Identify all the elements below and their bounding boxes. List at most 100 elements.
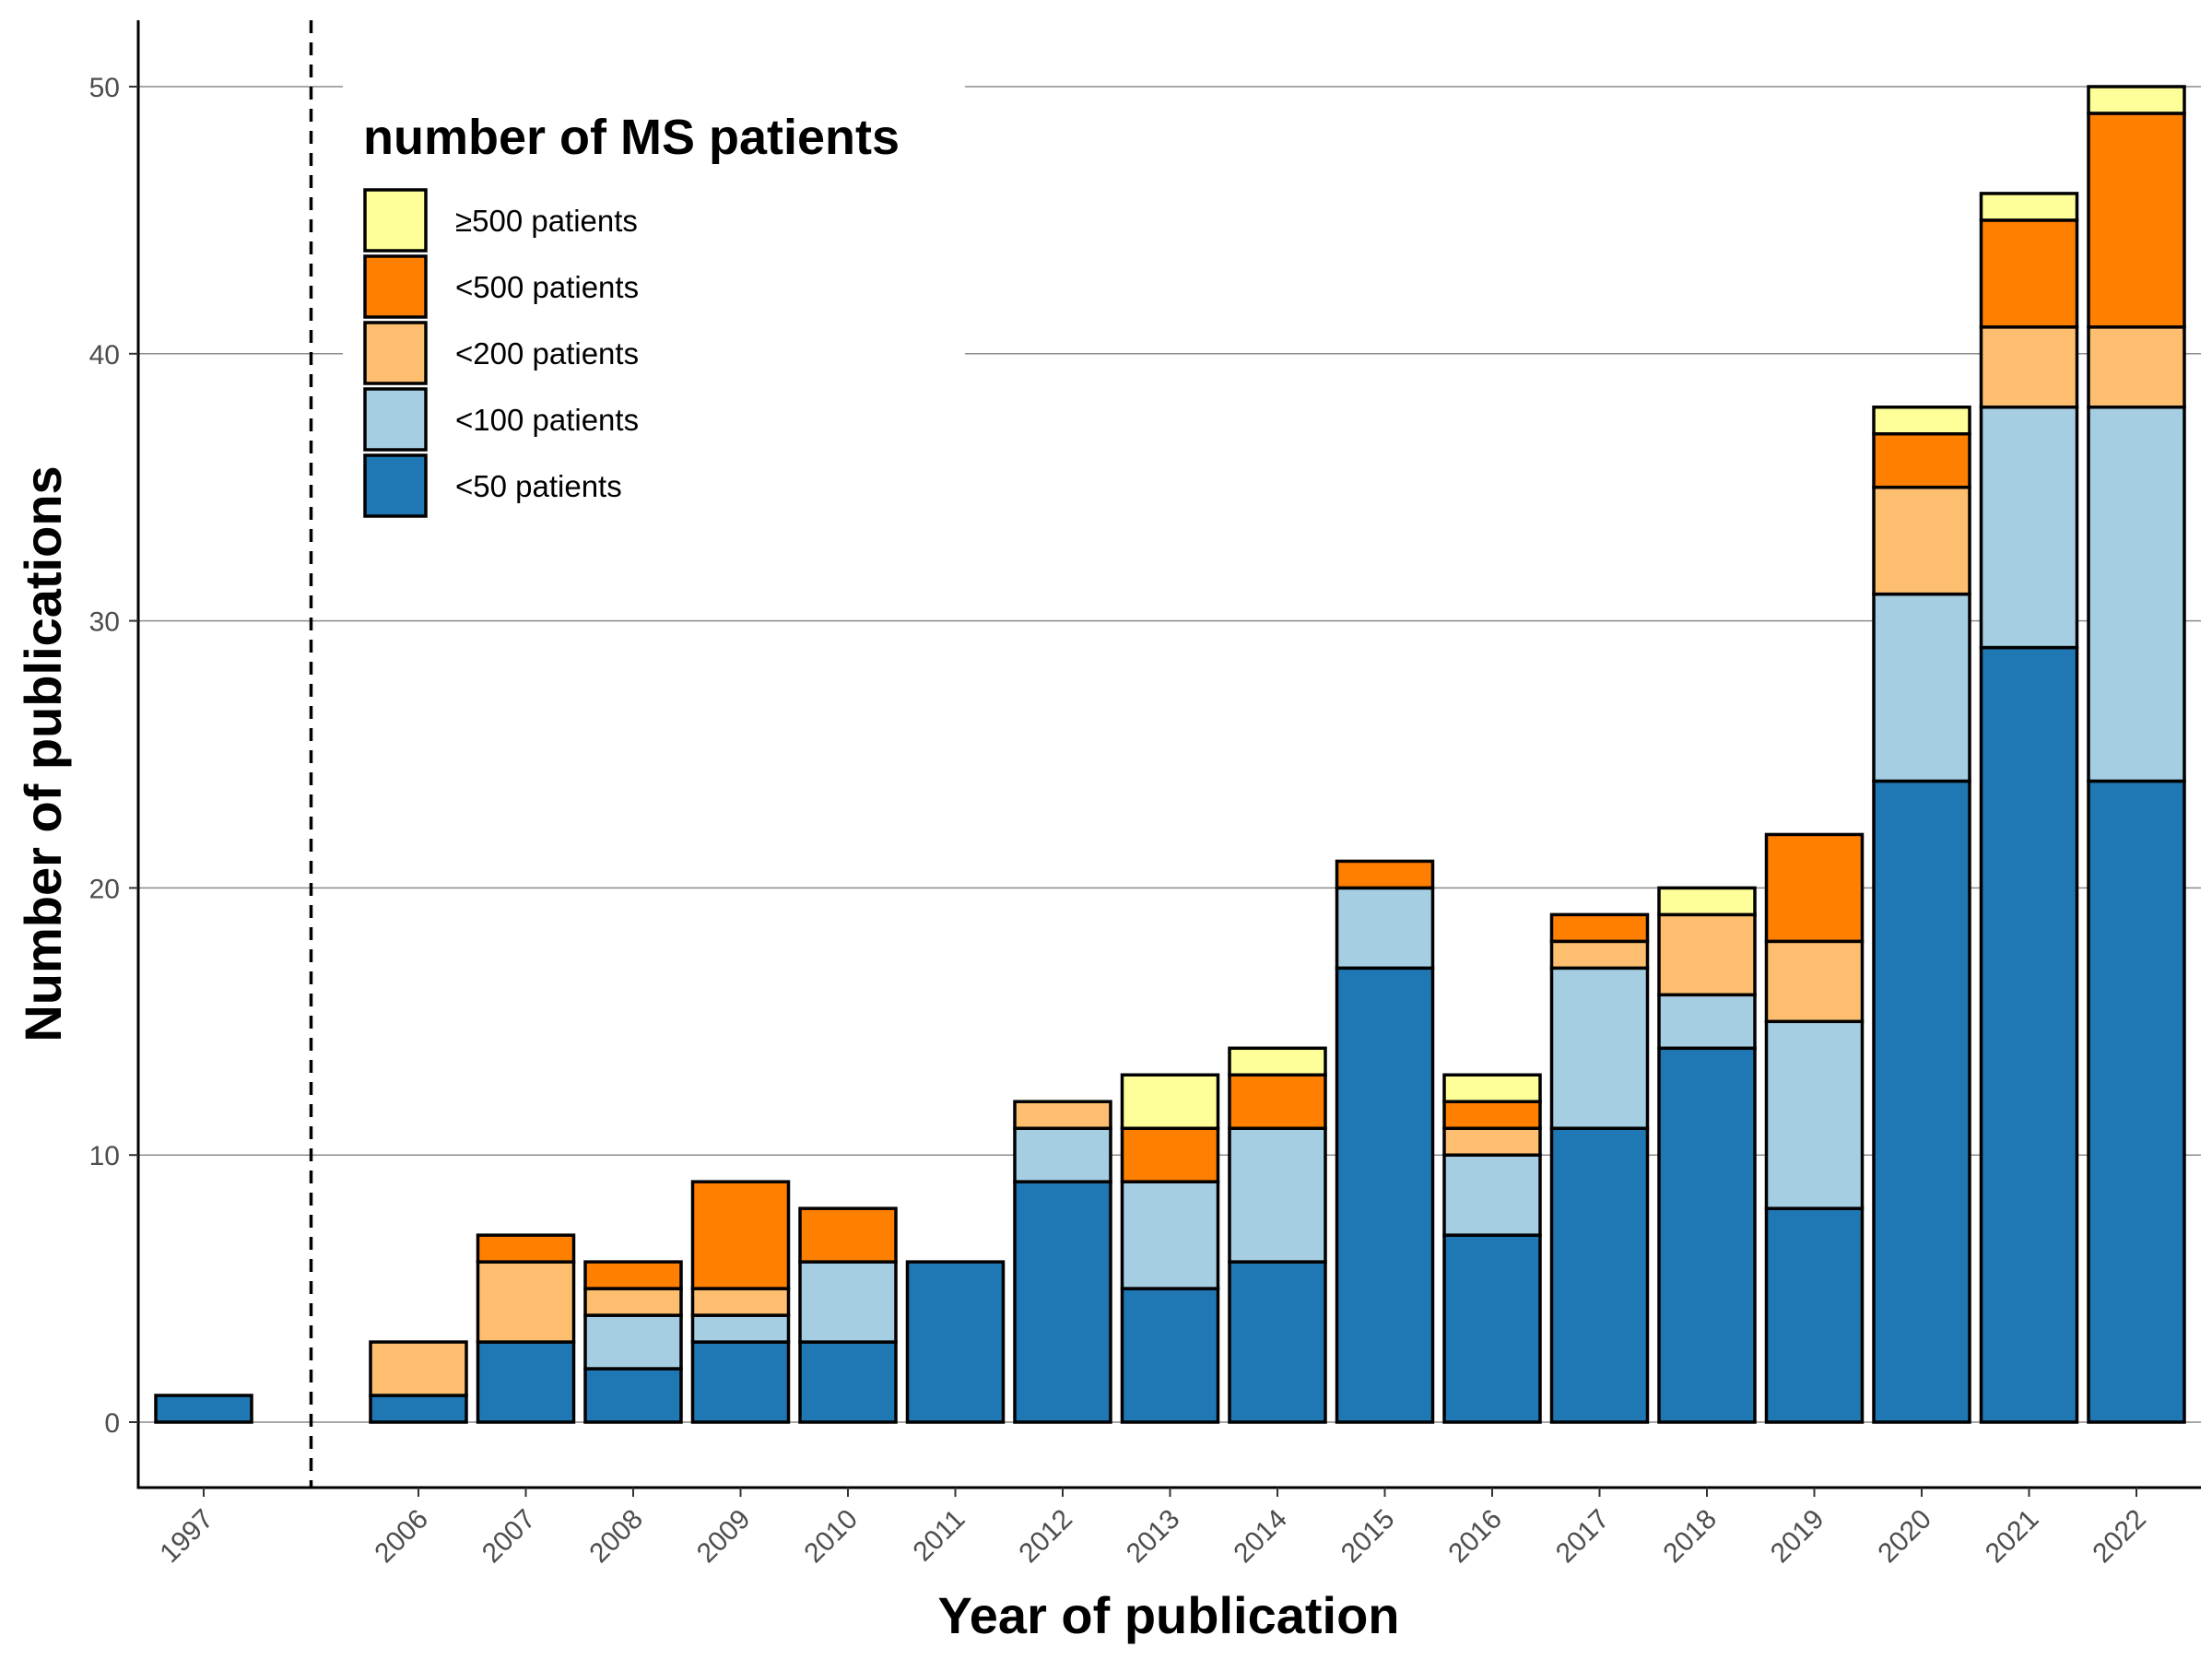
bar-segment-2010-500patients (798, 1206, 898, 1264)
x-tick-label: 2014 (1228, 1504, 1293, 1570)
legend-label: <50 patients (455, 469, 622, 503)
bar-segment-2022-500patients (2087, 85, 2186, 115)
bar-segment-2014-500patients (1228, 1073, 1327, 1130)
bar-segment-2019-200patients (1764, 939, 1865, 1024)
legend-key (363, 254, 428, 319)
bar-segment-2008-500patients (583, 1260, 683, 1290)
bar-segment-2016-500patients (1442, 1100, 1542, 1130)
bar-segment-2017-100patients (1549, 966, 1650, 1130)
bar-segment-2007-200patients (476, 1260, 576, 1344)
y-tick-label: 50 (89, 73, 120, 103)
bar-segment-2009-100patients (690, 1313, 791, 1344)
bar-segment-2016-200patients (1442, 1126, 1542, 1157)
legend-label: <100 patients (455, 403, 639, 437)
bar-segment-2017-200patients (1549, 939, 1650, 971)
y-axis-title: Number of publications (14, 465, 72, 1041)
legend-background (343, 74, 965, 553)
legend-label: <200 patients (455, 336, 639, 371)
bar-segment-2021-500patients (1979, 192, 2079, 222)
x-tick-label: 2007 (477, 1504, 542, 1570)
x-tick-label: 2008 (583, 1504, 649, 1570)
bar-segment-2013-50patients (1120, 1287, 1220, 1424)
y-tick-label: 0 (104, 1408, 120, 1439)
bar-segment-2020-200patients (1872, 485, 1971, 596)
x-tick-label: 2019 (1765, 1504, 1830, 1570)
bar-segment-2022-500patients (2087, 112, 2186, 329)
bar-segment-2009-50patients (690, 1340, 791, 1424)
x-tick-label: 1997 (154, 1504, 219, 1570)
bar-segment-2017-500patients (1549, 912, 1650, 944)
bar-segment-2016-50patients (1442, 1233, 1542, 1424)
x-tick-label: 2016 (1442, 1504, 1508, 1570)
x-tick-label: 2013 (1121, 1504, 1186, 1570)
bar-segment-2022-50patients (2087, 779, 2186, 1424)
x-tick-label: 2017 (1550, 1504, 1616, 1570)
bar-segment-2010-100patients (798, 1260, 898, 1344)
legend-label: ≥500 patients (455, 204, 638, 238)
x-tick-label: 2018 (1657, 1504, 1723, 1570)
bar-segment-2008-100patients (583, 1313, 683, 1371)
bar-segment-2018-500patients (1657, 886, 1757, 917)
bar-segment-2013-500patients (1120, 1126, 1220, 1183)
bar-segment-2012-100patients (1013, 1126, 1112, 1183)
bar-segment-2006-50patients (369, 1394, 468, 1424)
bar-segment-2007-50patients (476, 1340, 576, 1424)
bar-segment-2016-500patients (1442, 1073, 1542, 1103)
bar-segment-2010-50patients (798, 1340, 898, 1424)
x-tick-label: 2011 (907, 1504, 971, 1568)
bar-segment-2015-100patients (1335, 886, 1435, 971)
bar-segment-2013-500patients (1120, 1073, 1220, 1130)
bar-segment-2014-500patients (1228, 1046, 1327, 1077)
bar-segment-2020-50patients (1872, 779, 1971, 1424)
bar-segment-2021-100patients (1979, 406, 2079, 650)
bar-segment-2019-50patients (1764, 1206, 1865, 1424)
bar-segment-2017-50patients (1549, 1126, 1650, 1424)
x-tick-label: 2015 (1335, 1504, 1401, 1570)
legend-key (363, 321, 428, 385)
bar-segment-1997-50patients (154, 1394, 253, 1424)
bar-segment-2016-100patients (1442, 1153, 1542, 1237)
bar-segment-2018-200patients (1657, 912, 1757, 997)
legend-key (363, 188, 428, 253)
bar-segment-2019-500patients (1764, 832, 1865, 944)
bar-segment-2014-100patients (1228, 1126, 1327, 1264)
bar-segment-2007-500patients (476, 1233, 576, 1264)
bar-segment-2008-50patients (583, 1367, 683, 1424)
y-tick-label: 40 (89, 340, 120, 371)
bar-segment-2020-100patients (1872, 592, 1971, 783)
x-tick-label: 2022 (2087, 1504, 2152, 1570)
bar-segment-2006-200patients (369, 1340, 468, 1397)
bar-segment-2022-100patients (2087, 406, 2186, 783)
bar-segment-2021-500patients (1979, 218, 2079, 329)
x-tick-label: 2009 (691, 1504, 757, 1570)
bars (154, 85, 2186, 1424)
bar-segment-2014-50patients (1228, 1260, 1327, 1424)
bar-segment-2011-50patients (905, 1260, 1006, 1424)
y-tick-label: 10 (89, 1141, 120, 1171)
x-tick-label: 2012 (1013, 1504, 1078, 1570)
bar-segment-2018-50patients (1657, 1046, 1757, 1424)
x-tick-label: 2021 (1980, 1504, 2045, 1570)
bar-segment-2012-200patients (1013, 1100, 1112, 1130)
bar-segment-2015-50patients (1335, 966, 1435, 1424)
bar-segment-2008-200patients (583, 1287, 683, 1317)
legend: number of MS patients ≥500 patients <500 … (363, 110, 900, 518)
bar-segment-2022-200patients (2087, 325, 2186, 409)
bar-segment-2009-200patients (690, 1287, 791, 1317)
bar-segment-2012-50patients (1013, 1180, 1112, 1424)
legend-key (363, 387, 428, 452)
legend-key (363, 453, 428, 518)
bar-segment-2019-100patients (1764, 1019, 1865, 1210)
legend-label: <500 patients (455, 270, 639, 304)
x-tick-label: 2006 (369, 1504, 434, 1570)
legend-title: number of MS patients (363, 110, 900, 165)
x-tick-label: 2010 (798, 1504, 864, 1570)
legend-box (343, 74, 965, 553)
bar-segment-2015-500patients (1335, 859, 1435, 890)
y-tick-label: 20 (89, 874, 120, 904)
x-axis-title: Year of publication (938, 1586, 1400, 1644)
bar-segment-2013-100patients (1120, 1180, 1220, 1290)
y-tick-label: 30 (89, 607, 120, 638)
bar-segment-2018-100patients (1657, 993, 1757, 1051)
